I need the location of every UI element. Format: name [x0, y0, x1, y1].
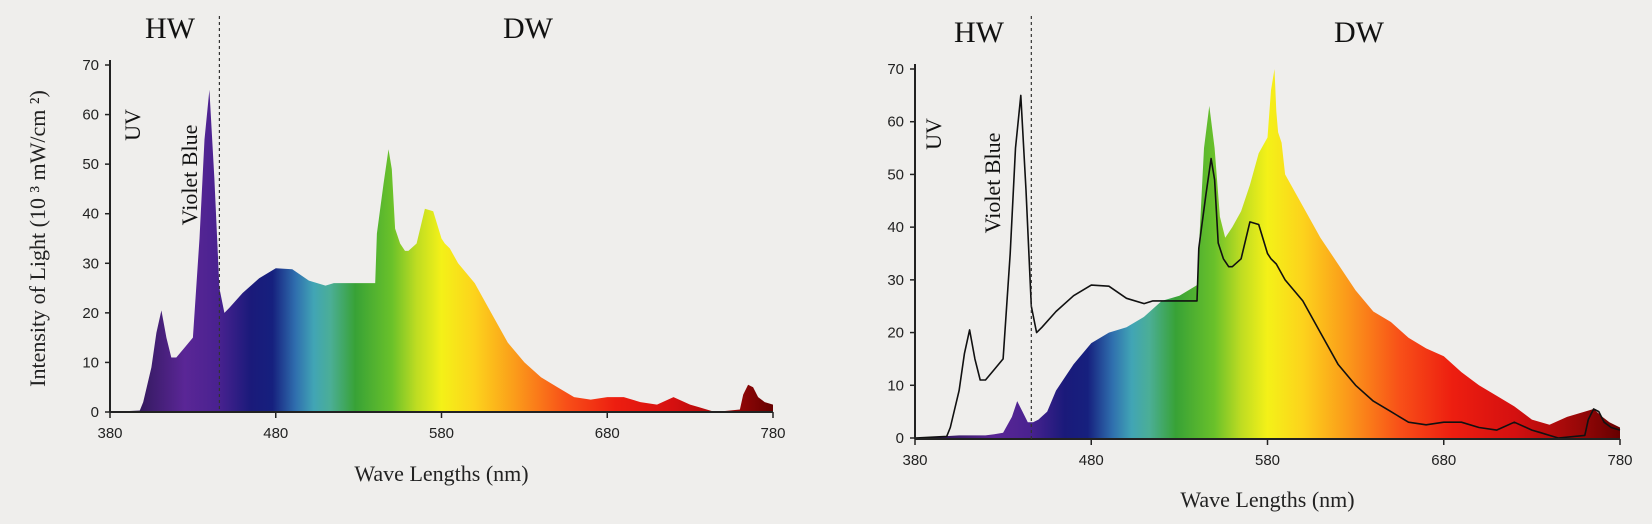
- y-tick-label: 50: [82, 156, 99, 173]
- y-tick-label: 30: [82, 255, 99, 272]
- band-label-violet-blue: Violet Blue: [177, 125, 202, 226]
- x-axis-title: Wave Lengths (nm): [354, 461, 528, 486]
- spectrum-line-series-2: [914, 94, 1621, 439]
- y-axis-title: Intensity of Light (10 ³ mW/cm ²): [25, 90, 50, 387]
- y-tick-label: 20: [82, 305, 99, 322]
- x-tick-label: 580: [1255, 452, 1280, 469]
- region-label-hw: HW: [954, 16, 1005, 49]
- y-tick-label: 40: [887, 219, 904, 236]
- y-tick-label: 10: [82, 354, 99, 371]
- x-tick-label: 680: [595, 425, 620, 442]
- spectrum-chart-left: 0 10 20 30 40 50 60 70 380 480 580 680 780 HW DW UV Viol…: [25, 12, 786, 486]
- y-tick-label: 10: [887, 377, 904, 394]
- x-tick-label: 380: [902, 452, 927, 469]
- y-tick-label: 70: [887, 61, 904, 78]
- spectrum-chart-right: 0 10 20 30 40 50 60 70 380 480 580 680 780 HW DW UV Viol…: [887, 16, 1633, 512]
- y-tick-label: 60: [82, 107, 99, 124]
- y-tick-label: 0: [91, 404, 99, 421]
- region-label-dw: DW: [503, 12, 554, 45]
- y-tick-label: 70: [82, 57, 99, 74]
- region-label-hw: HW: [145, 12, 196, 45]
- y-tick-label: 20: [887, 325, 904, 342]
- band-label-violet-blue: Violet Blue: [980, 133, 1005, 234]
- y-tick-label: 0: [896, 430, 904, 447]
- x-tick-label: 480: [263, 425, 288, 442]
- region-label-dw: DW: [1334, 16, 1385, 49]
- y-tick-label: 30: [887, 272, 904, 289]
- x-tick-label: 480: [1079, 452, 1104, 469]
- x-tick-label: 780: [760, 425, 785, 442]
- x-tick-label: 680: [1431, 452, 1456, 469]
- band-label-uv: UV: [120, 109, 145, 141]
- spectrum-area-series-1: [110, 89, 773, 413]
- band-label-uv: UV: [921, 118, 946, 150]
- x-tick-label: 780: [1607, 452, 1632, 469]
- y-tick-label: 60: [887, 114, 904, 131]
- y-tick-label: 40: [82, 206, 99, 223]
- x-axis-title: Wave Lengths (nm): [1180, 487, 1354, 512]
- x-tick-label: 580: [429, 425, 454, 442]
- x-tick-label: 380: [97, 425, 122, 442]
- y-tick-label: 50: [887, 166, 904, 183]
